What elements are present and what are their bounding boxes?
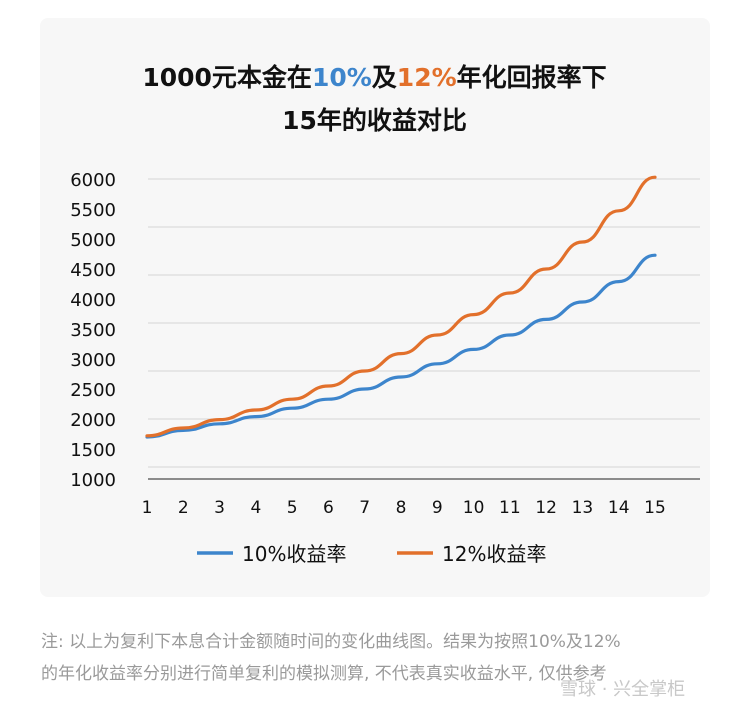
y-tick-label: 4500 — [70, 260, 116, 281]
title-text: 及 — [371, 63, 397, 92]
y-tick-label: 4000 — [70, 290, 116, 311]
x-tick-label: 9 — [432, 498, 443, 518]
x-tick-label: 1 — [142, 498, 153, 518]
footnote-line1: 注: 以上为复利下本息合计金额随时间的变化曲线图。结果为按照10%及12% — [41, 632, 621, 652]
x-tick-label: 15 — [644, 498, 666, 518]
y-tick-label: 3500 — [70, 320, 116, 341]
chart-card — [40, 18, 710, 597]
watermark: 雪球 · 兴全掌柜 — [560, 679, 686, 700]
chart-title-line1: 1000元本金在10%及12%年化回报率下 — [0, 58, 749, 94]
x-tick-label: 3 — [214, 498, 225, 518]
x-tick-label: 13 — [572, 498, 594, 518]
y-tick-label: 3000 — [70, 350, 116, 371]
y-tick-label: 2000 — [70, 410, 116, 431]
x-tick-label: 11 — [499, 498, 521, 518]
x-tick-label: 8 — [396, 498, 407, 518]
x-tick-label: 10 — [463, 498, 485, 518]
y-tick-label: 2500 — [70, 380, 116, 401]
footnote-line2: 的年化收益率分别进行简单复利的模拟测算, 不代表真实收益水平, 仅供参考 — [41, 664, 607, 684]
chart-title-line2: 15年的收益对比 — [282, 106, 467, 135]
series-line-12pct — [145, 175, 657, 438]
x-tick-label: 6 — [323, 498, 334, 518]
y-tick-label: 5500 — [70, 200, 116, 221]
legend-label: 10%收益率 — [242, 542, 346, 566]
y-tick-label: 1500 — [70, 440, 116, 461]
x-tick-label: 5 — [287, 498, 298, 518]
series-line-10pct — [145, 253, 657, 439]
y-tick-label: 5000 — [70, 230, 116, 251]
x-tick-label: 14 — [608, 498, 630, 518]
y-tick-label: 6000 — [70, 170, 116, 191]
title-text: 1000元本金在 — [142, 63, 312, 92]
line-chart: 6000 5500 5000 4500 4000 3500 3000 2500 2000 1500… — [70, 170, 700, 566]
x-tick-label: 4 — [250, 498, 261, 518]
x-tick-label: 7 — [359, 498, 370, 518]
legend-label: 12%收益率 — [442, 542, 546, 566]
y-tick-label: 1000 — [70, 470, 116, 491]
x-tick-label: 2 — [178, 498, 189, 518]
x-tick-label: 12 — [535, 498, 557, 518]
title-text: 年化回报率下 — [456, 63, 607, 92]
title-rate-10: 10% — [311, 63, 372, 92]
title-rate-12: 12% — [396, 63, 457, 92]
